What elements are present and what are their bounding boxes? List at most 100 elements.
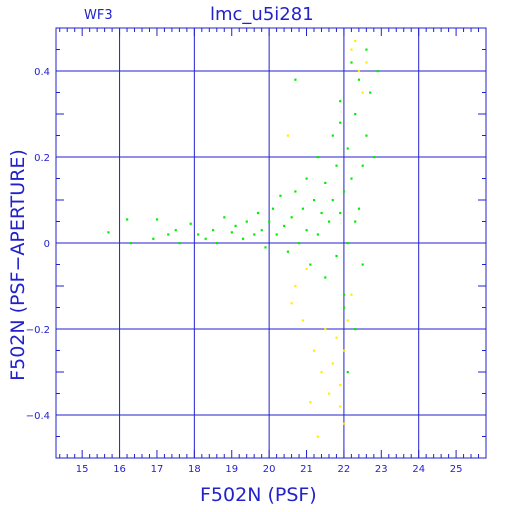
data-point: [320, 211, 323, 215]
data-point: [152, 237, 155, 240]
y-tick-label: −0.4: [26, 411, 50, 422]
data-point: [107, 231, 110, 234]
data-point: [350, 48, 353, 51]
data-point: [230, 231, 233, 234]
tick-labels: 15 16 17 18 19 20 21 22 23 24 25 0.4 0.2 0 −0.2 −0.4: [26, 67, 463, 475]
axis-ticks: [56, 27, 487, 459]
data-point: [331, 134, 334, 137]
data-point: [335, 336, 338, 339]
data-point: [271, 207, 275, 210]
data-point: [365, 48, 368, 51]
data-point: [174, 229, 177, 232]
data-point: [189, 222, 192, 225]
x-tick-label: 16: [113, 464, 126, 475]
data-point: [279, 194, 282, 197]
y-tick-label: −0.2: [26, 325, 50, 336]
x-tick-label: 18: [188, 464, 201, 475]
data-point: [155, 218, 159, 221]
data-point: [346, 147, 349, 150]
data-point: [294, 78, 297, 81]
data-point: [241, 237, 245, 240]
data-point: [316, 435, 319, 438]
panel-label: WF3: [84, 8, 113, 23]
data-point: [167, 233, 170, 236]
x-tick-label: 23: [375, 464, 388, 475]
data-point: [324, 328, 327, 331]
data-point: [286, 134, 290, 137]
data-point: [342, 349, 346, 352]
data-point: [223, 216, 226, 219]
x-tick-label: 25: [450, 464, 463, 475]
data-point: [339, 211, 342, 215]
data-point: [215, 242, 218, 245]
data-point: [309, 263, 312, 266]
data-point: [309, 401, 312, 404]
data-point: [357, 70, 361, 73]
data-point: [346, 371, 349, 374]
y-tick-label: 0: [44, 239, 50, 250]
data-point: [350, 293, 353, 296]
data-point: [290, 302, 293, 305]
data-point: [361, 91, 364, 94]
data-point: [260, 229, 263, 232]
data-point: [346, 319, 349, 322]
data-points: [107, 39, 379, 438]
data-point: [305, 229, 308, 232]
data-point: [245, 220, 248, 223]
data-point: [361, 263, 364, 266]
data-point: [283, 224, 286, 227]
data-point: [126, 218, 129, 221]
data-point: [327, 392, 331, 395]
data-point: [313, 349, 316, 352]
x-tick-label: 21: [300, 464, 313, 475]
data-point: [342, 422, 346, 425]
data-point: [301, 319, 304, 322]
data-point: [275, 233, 278, 236]
data-point: [268, 220, 271, 223]
data-point: [365, 134, 368, 137]
data-point: [342, 190, 346, 193]
data-point: [361, 164, 364, 167]
data-point: [264, 246, 267, 249]
x-tick-label: 20: [263, 464, 276, 475]
data-point: [290, 216, 293, 219]
data-point: [350, 177, 353, 180]
data-point: [324, 276, 327, 279]
x-tick-label: 19: [225, 464, 238, 475]
y-tick-label: 0.4: [34, 67, 50, 78]
data-point: [346, 242, 349, 245]
x-tick-label: 24: [412, 464, 425, 475]
data-point: [339, 121, 342, 124]
data-point: [301, 207, 304, 210]
x-axis-label: F502N (PSF): [200, 484, 317, 506]
data-point: [298, 242, 301, 245]
data-point: [234, 224, 237, 227]
data-point: [324, 181, 327, 184]
data-point: [197, 233, 200, 236]
x-tick-label: 17: [151, 464, 164, 475]
data-point: [354, 220, 357, 223]
data-point: [313, 199, 316, 202]
data-point: [339, 383, 342, 387]
data-point: [369, 91, 372, 94]
data-point: [331, 362, 334, 365]
x-tick-label: 22: [338, 464, 351, 475]
data-point: [365, 61, 368, 64]
data-point: [339, 405, 342, 408]
data-point: [253, 233, 256, 236]
data-point: [357, 207, 361, 210]
y-tick-label: 0.2: [34, 153, 50, 164]
data-point: [212, 229, 215, 232]
data-point: [342, 306, 346, 309]
data-point: [335, 254, 338, 258]
data-point: [294, 190, 297, 193]
data-point: [331, 199, 334, 202]
data-point: [376, 70, 379, 73]
data-point: [357, 78, 361, 81]
data-point: [350, 61, 353, 64]
data-point: [316, 156, 319, 159]
data-point: [335, 164, 338, 167]
data-point: [305, 177, 308, 180]
y-axis-label: F502N (PSF−APERTURE): [7, 149, 29, 381]
